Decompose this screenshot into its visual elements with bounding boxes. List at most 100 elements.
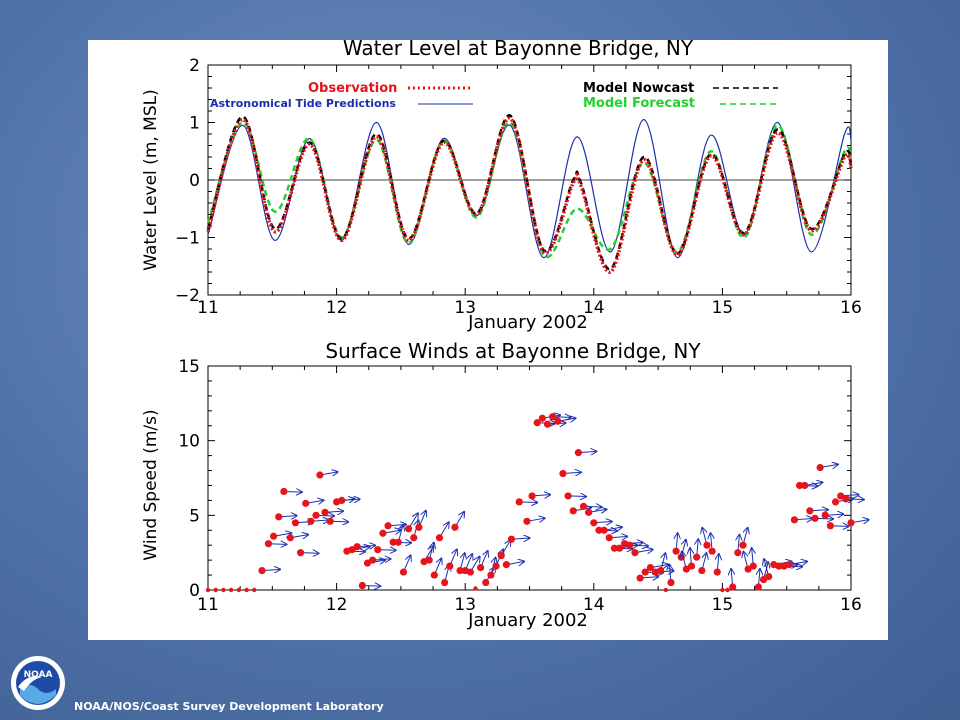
wind-speed-point xyxy=(302,499,310,507)
wind-speed-point xyxy=(221,587,226,593)
wind-speed-point xyxy=(765,572,773,581)
y-tick-label: 5 xyxy=(189,506,200,526)
wind-speed-point xyxy=(657,566,665,575)
wind-speed-point xyxy=(585,508,593,516)
wind-speed-point xyxy=(482,578,490,587)
wind-speed-point xyxy=(338,496,346,504)
wind-speed-points xyxy=(205,413,869,593)
water-level-xlabel: January 2002 xyxy=(467,312,588,333)
wind-speed-point xyxy=(528,492,536,500)
wind-speed-point xyxy=(456,566,464,575)
wind-speed-point xyxy=(523,517,531,525)
wind-speed-point xyxy=(435,534,444,542)
wind-speed-point xyxy=(641,568,649,576)
chart-panel: Water Level at Bayonne Bridge, NY 11 12 13… xyxy=(88,40,888,640)
y-tick-label: −1 xyxy=(175,229,200,249)
wind-speed-point xyxy=(441,578,449,587)
wind-speed-point xyxy=(549,413,557,421)
footer-credit: NOAA/NOS/Coast Survey Development Labora… xyxy=(74,700,384,713)
wind-speed-point xyxy=(252,587,257,593)
wind-speed-point xyxy=(749,562,757,570)
water-level-ylabel: Water Level (m, MSL) xyxy=(141,89,161,271)
wind-speed-xlabel: January 2002 xyxy=(467,610,588,631)
y-tick-label: 15 xyxy=(178,357,200,377)
wind-speed-point xyxy=(698,566,706,575)
wind-speed-point xyxy=(826,522,835,530)
wind-speed-point xyxy=(595,526,603,534)
wind-speed-point xyxy=(672,547,680,555)
wind-speed-point xyxy=(369,556,377,564)
wind-speed-point xyxy=(636,574,644,582)
wind-speed-point xyxy=(228,587,234,593)
x-tick-label: 12 xyxy=(326,595,348,615)
wind-speed-point xyxy=(821,511,829,519)
wind-speed-point xyxy=(739,541,747,549)
wind-speed-point xyxy=(487,571,495,579)
wind-speed-point xyxy=(205,587,211,593)
wind-speed-point xyxy=(754,583,763,591)
legend-nowcast: Model Nowcast xyxy=(583,81,694,96)
wind-speed-point xyxy=(492,562,500,570)
y-tick-label: 0 xyxy=(189,581,200,601)
legend-observation: Observation xyxy=(308,81,397,96)
wind-speed-point xyxy=(816,463,824,472)
wind-speed-point xyxy=(559,469,567,478)
wind-speed-point xyxy=(353,543,361,551)
wind-speed-point xyxy=(286,534,294,542)
x-tick-label: 13 xyxy=(454,595,476,615)
wind-speed-point xyxy=(790,516,799,524)
wind-speed-point xyxy=(399,568,408,576)
wind-speed-point xyxy=(693,553,701,561)
wind-speed-point xyxy=(626,541,634,549)
wind-speed-point xyxy=(394,538,402,546)
wind-speed-point xyxy=(713,568,721,576)
wind-speed-point xyxy=(258,566,266,575)
x-tick-label: 11 xyxy=(197,298,219,318)
water-level-legend: Observation Astronomical Tide Prediction… xyxy=(210,81,778,111)
x-tick-label: 15 xyxy=(712,595,734,615)
wind-speed-point xyxy=(280,487,288,496)
x-tick-label: 13 xyxy=(454,298,476,318)
wind-speed-point xyxy=(316,471,324,479)
wind-speed-point xyxy=(473,586,478,591)
wind-speed-point xyxy=(806,507,814,515)
wind-speed-point xyxy=(610,544,618,552)
wind-speed-point xyxy=(374,546,382,554)
wind-speed-point xyxy=(646,564,654,572)
wind-speed-point xyxy=(847,519,855,527)
wind-speed-point xyxy=(477,564,485,572)
x-tick-label: 14 xyxy=(583,298,605,318)
wind-speed-point xyxy=(564,492,572,500)
wind-speed-point xyxy=(703,541,711,549)
wind-speed-title: Surface Winds at Bayonne Bridge, NY xyxy=(325,339,701,363)
wind-speed-point xyxy=(785,561,793,569)
wind-speed-point xyxy=(384,522,392,530)
wind-speed-point xyxy=(410,534,418,542)
wind-speed-point xyxy=(269,532,278,540)
wind-speed-point xyxy=(515,498,523,506)
x-tick-label: 16 xyxy=(840,595,862,615)
wind-speed-point xyxy=(415,523,423,531)
series-model-forecast xyxy=(206,121,853,259)
y-tick-label: 0 xyxy=(189,171,200,191)
wind-speed-point xyxy=(307,517,315,525)
wind-speed-point xyxy=(466,568,474,576)
wind-speed-ticks: 11 12 13 14 15 16 15 10 5 0 xyxy=(178,357,861,615)
wind-speed-point xyxy=(389,538,397,546)
wind-speed-point xyxy=(507,535,516,543)
legend-forecast: Model Forecast xyxy=(583,96,695,111)
wind-speed-point xyxy=(590,519,598,527)
wind-speed-point xyxy=(734,549,742,557)
wind-speed-point xyxy=(801,481,809,490)
x-tick-label: 11 xyxy=(197,595,219,615)
x-tick-label: 14 xyxy=(583,595,605,615)
water-level-series xyxy=(206,114,853,274)
wind-speed-point xyxy=(358,581,366,590)
wind-speed-point xyxy=(663,587,669,593)
wind-speed-ylabel: Wind Speed (m/s) xyxy=(141,409,161,560)
wind-speed-point xyxy=(554,417,562,425)
wind-speed-point xyxy=(379,529,387,537)
wind-speed-point xyxy=(405,525,413,533)
wind-speed-point xyxy=(667,578,675,587)
y-tick-label: 1 xyxy=(189,114,200,134)
